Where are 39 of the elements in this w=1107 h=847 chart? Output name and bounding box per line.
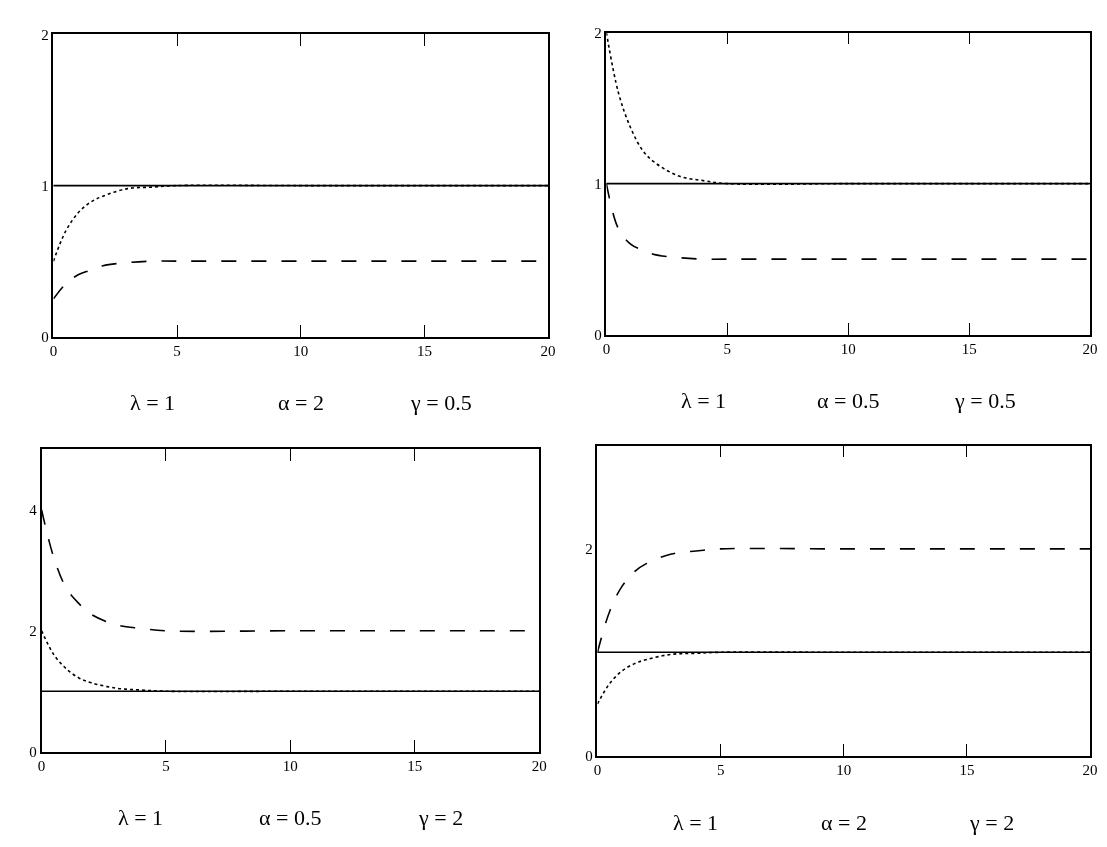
x-tick-label: 5 [716,762,725,779]
x-tick-label: 5 [723,341,732,358]
y-tick-label: 4 [29,502,38,519]
x-tick-label: 15 [959,762,975,779]
x-tick-label: 15 [407,758,423,775]
y-tick-label: 2 [29,623,37,640]
x-tick-label: 15 [416,343,432,360]
x-tick-label: 15 [961,341,977,358]
text: λ = 1 [673,810,719,835]
x-tick-label: 5 [162,758,170,775]
text: α = 2 [278,390,324,415]
x-tick-label: 20 [531,758,547,775]
text: γ = 0.5 [410,390,472,415]
text: α = 0.5 [259,805,322,830]
text: λ = 1 [130,390,176,415]
text: α = 0.5 [817,388,880,413]
text: λ = 1 [118,805,164,830]
text: λ = 1 [681,388,727,413]
text: α = 2 [821,810,867,835]
y-tick-label: 0 [585,747,593,764]
x-tick-label: 20 [1082,341,1098,358]
x-tick-label: 10 [282,758,298,775]
y-tick-label: 2 [585,541,593,558]
text: γ = 0.5 [954,388,1016,413]
y-tick-label: 0 [41,328,49,345]
x-tick-label: 10 [840,341,856,358]
x-tick-label: 20 [540,343,556,360]
y-tick-label: 0 [29,743,37,760]
x-tick-label: 10 [836,762,852,779]
x-tick-label: 5 [173,343,181,360]
y-tick-label: 1 [594,175,602,192]
x-tick-label: 10 [293,343,309,360]
text: γ = 2 [969,810,1015,835]
x-tick-label: 20 [1082,762,1098,779]
text: γ = 2 [418,805,464,830]
y-tick-label: 2 [594,24,602,41]
y-tick-label: 0 [594,326,602,343]
y-tick-label: 1 [41,177,49,194]
y-tick-label: 2 [41,26,49,43]
